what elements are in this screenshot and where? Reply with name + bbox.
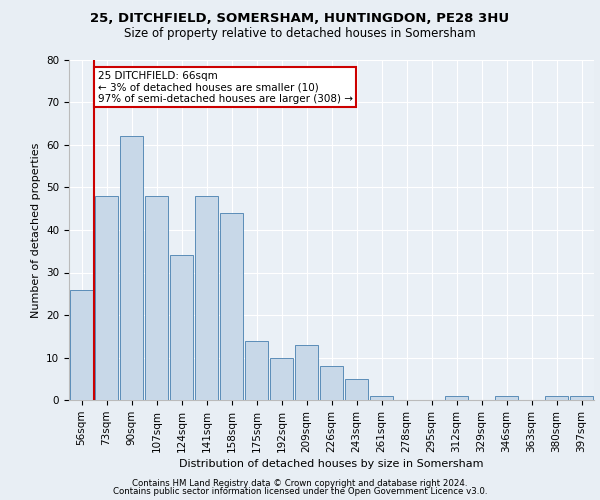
Bar	[320, 366, 343, 400]
Bar	[220, 213, 244, 400]
Bar	[70, 290, 94, 400]
Bar	[295, 345, 319, 400]
Bar	[269, 358, 293, 400]
Bar	[370, 396, 394, 400]
Bar	[245, 340, 268, 400]
Bar	[170, 256, 193, 400]
Y-axis label: Number of detached properties: Number of detached properties	[31, 142, 41, 318]
Text: Contains HM Land Registry data © Crown copyright and database right 2024.: Contains HM Land Registry data © Crown c…	[132, 478, 468, 488]
Bar	[494, 396, 518, 400]
Text: 25 DITCHFIELD: 66sqm
← 3% of detached houses are smaller (10)
97% of semi-detach: 25 DITCHFIELD: 66sqm ← 3% of detached ho…	[98, 70, 353, 104]
Bar	[95, 196, 118, 400]
Bar	[344, 379, 368, 400]
Bar	[545, 396, 568, 400]
Text: Contains public sector information licensed under the Open Government Licence v3: Contains public sector information licen…	[113, 487, 487, 496]
Bar	[119, 136, 143, 400]
Bar	[569, 396, 593, 400]
X-axis label: Distribution of detached houses by size in Somersham: Distribution of detached houses by size …	[179, 459, 484, 469]
Text: Size of property relative to detached houses in Somersham: Size of property relative to detached ho…	[124, 28, 476, 40]
Bar	[145, 196, 169, 400]
Bar	[445, 396, 469, 400]
Bar	[194, 196, 218, 400]
Text: 25, DITCHFIELD, SOMERSHAM, HUNTINGDON, PE28 3HU: 25, DITCHFIELD, SOMERSHAM, HUNTINGDON, P…	[91, 12, 509, 26]
